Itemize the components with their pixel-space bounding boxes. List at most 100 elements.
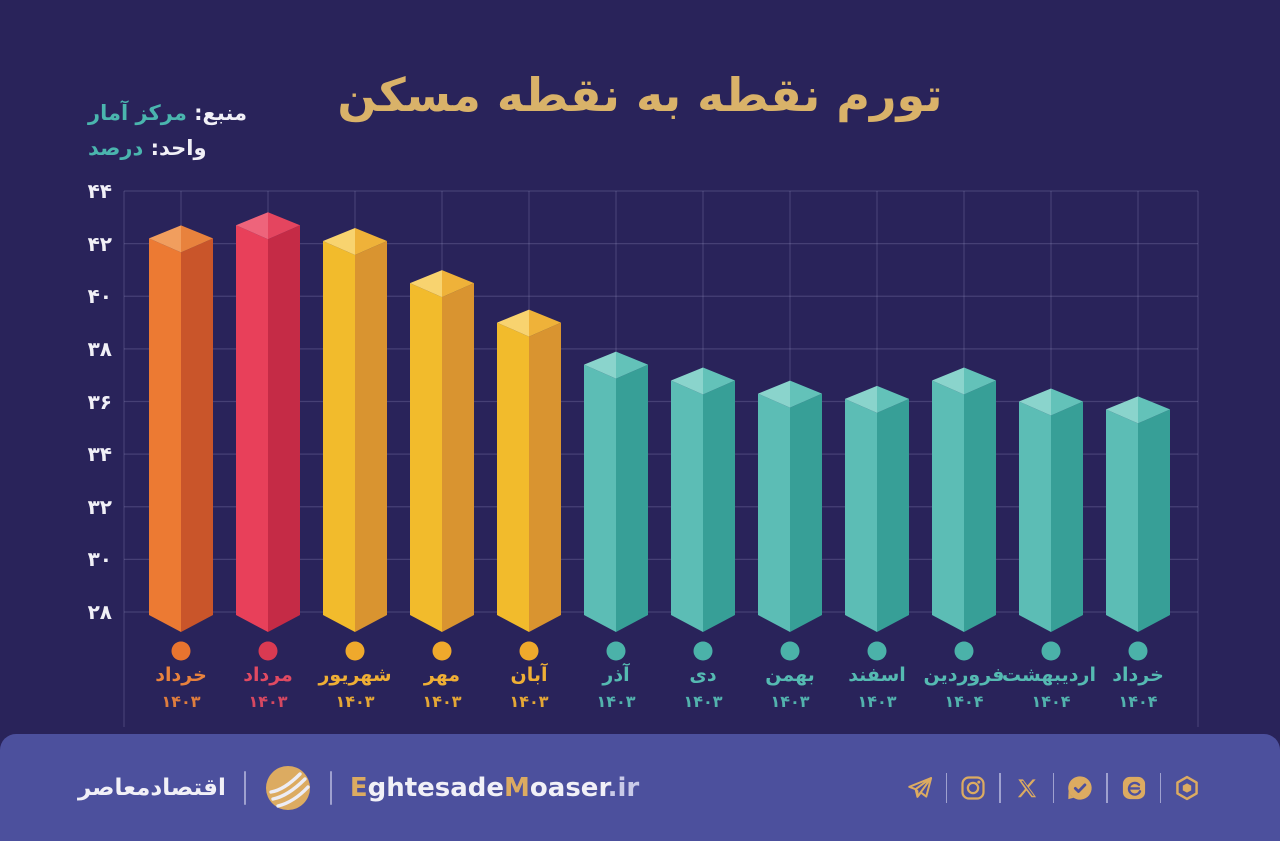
y-tick-label: ۴۰ (87, 284, 112, 309)
unit-value: درصد (88, 136, 144, 160)
x-label-month: مرداد (243, 664, 293, 686)
website-url[interactable]: EghtesadeMoaser.ir (350, 773, 639, 803)
category-dot (432, 641, 452, 661)
x-label-year: ۱۴۰۴ (1118, 692, 1158, 711)
rubika-icon[interactable] (1172, 773, 1202, 803)
footer: اقتصادمعاصر EghtesadeMoaser.ir (0, 734, 1280, 841)
source-label: منبع: (194, 101, 248, 125)
page-title: تورم نقطه به نقطه مسکن (337, 68, 943, 122)
source-line: منبع: مرکز آمار (88, 96, 247, 131)
x-label-month: بهمن (765, 664, 815, 686)
bar-10-teal (1019, 388, 1083, 661)
y-tick-label: ۳۴ (87, 442, 112, 467)
x-label-year: ۱۴۰۳ (857, 692, 897, 711)
y-tick-label: ۴۲ (87, 231, 112, 256)
category-dot (258, 641, 278, 661)
bale-icon[interactable] (1065, 773, 1095, 803)
divider (999, 772, 1001, 803)
source-block: منبع: مرکز آمار واحد: درصد (88, 96, 247, 166)
x-label: مرداد ۱۴۰۳ (223, 666, 313, 710)
bar-1-red (236, 212, 300, 661)
brand-name: اقتصادمعاصر (78, 774, 226, 801)
x-label-year: ۱۴۰۳ (770, 692, 810, 711)
x-icon[interactable] (1012, 773, 1042, 803)
site-initial-m: M (504, 772, 530, 803)
eitaa-icon[interactable] (1119, 773, 1149, 803)
bar-3-yellow (410, 270, 474, 661)
x-label-year: ۱۴۰۳ (683, 692, 723, 711)
unit-label: واحد: (150, 136, 207, 160)
x-label-month: آذر (602, 664, 630, 686)
unit-line: واحد: درصد (88, 131, 247, 166)
x-label-year: ۱۴۰۴ (944, 692, 984, 711)
x-label: دی ۱۴۰۳ (658, 666, 748, 710)
y-tick-label: ۳۶ (87, 389, 112, 414)
y-tick-label: ۳۸ (87, 336, 112, 361)
x-label: خرداد ۱۴۰۴ (1093, 666, 1183, 710)
bar-11-teal (1106, 396, 1170, 661)
bar-5-teal (584, 351, 648, 661)
x-label: اسفند ۱۴۰۳ (832, 666, 922, 710)
category-dot (780, 641, 800, 661)
x-label-year: ۱۴۰۳ (335, 692, 375, 711)
social-links (905, 772, 1203, 803)
x-label-month: مهر (423, 664, 461, 686)
divider (243, 770, 246, 805)
x-label-year: ۱۴۰۳ (509, 692, 549, 711)
site-text: oaser (529, 772, 608, 803)
x-label-year: ۱۴۰۳ (248, 692, 288, 711)
x-label-month: خرداد (155, 664, 207, 686)
x-label-year: ۱۴۰۳ (422, 692, 462, 711)
x-label: بهمن ۱۴۰۳ (745, 666, 835, 710)
category-dot (867, 641, 887, 661)
category-dot (954, 641, 974, 661)
x-label-month: شهریور (318, 664, 392, 686)
category-dot (1041, 641, 1061, 661)
category-dot (519, 641, 539, 661)
x-label-month: فروردین (923, 664, 1005, 686)
y-tick-label: ۲۸ (87, 600, 112, 624)
divider (1159, 772, 1161, 803)
site-text: ghtesade (367, 772, 505, 803)
x-label-month: اردیبهشت (1001, 664, 1096, 686)
source-value: مرکز آمار (88, 101, 187, 125)
x-label-month: اسفند (848, 664, 906, 686)
bar-8-teal (845, 385, 909, 661)
x-label-year: ۱۴۰۳ (596, 692, 636, 711)
divider (329, 770, 332, 805)
bar-9-teal (932, 367, 996, 661)
instagram-icon[interactable] (958, 773, 988, 803)
x-label: مهر ۱۴۰۳ (397, 666, 487, 710)
x-label: فروردین ۱۴۰۴ (919, 666, 1009, 710)
x-label: شهریور ۱۴۰۳ (310, 666, 400, 710)
bar-0-orange (149, 225, 213, 661)
x-label: آذر ۱۴۰۳ (571, 666, 661, 710)
site-initial-e: E (349, 772, 368, 803)
divider (945, 772, 947, 803)
brand-group: اقتصادمعاصر EghtesadeMoaser.ir (78, 764, 639, 812)
brand-logo-icon (264, 764, 312, 812)
bar-4-yellow (497, 309, 561, 661)
category-dot (1128, 641, 1148, 661)
bar-chart (123, 190, 1199, 727)
bar-2-yellow (323, 227, 387, 661)
category-dot (606, 641, 626, 661)
x-label-year: ۱۴۰۴ (1031, 692, 1071, 711)
x-label: اردیبهشت ۱۴۰۴ (1001, 664, 1096, 711)
y-tick-label: ۳۲ (87, 494, 112, 519)
x-label-year: ۱۴۰۳ (161, 692, 201, 711)
bar-6-teal (671, 367, 735, 661)
x-label-month: خرداد (1112, 664, 1164, 686)
x-label-month: آبان (510, 664, 548, 686)
site-tld: .ir (607, 772, 640, 803)
divider (1052, 772, 1054, 803)
x-label: خرداد ۱۴۰۳ (136, 666, 226, 710)
x-label: آبان ۱۴۰۳ (484, 666, 574, 710)
category-dot (693, 641, 713, 661)
category-dot (171, 641, 191, 661)
x-label-month: دی (689, 664, 717, 686)
telegram-icon[interactable] (905, 773, 935, 803)
divider (1106, 772, 1108, 803)
category-dot (345, 641, 365, 661)
